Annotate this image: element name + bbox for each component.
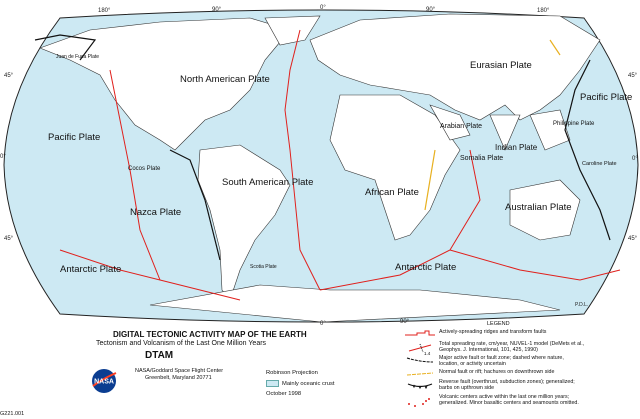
arabia: [429, 104, 471, 141]
map-subtitle: Tectonism and Volcanism of the Last One …: [96, 340, 267, 347]
legend-heading: LEGEND: [487, 321, 510, 327]
plate-label: Arabian Plate: [440, 123, 482, 130]
signature: P.D.L.: [575, 302, 588, 308]
acronym: DTAM: [145, 350, 174, 361]
legend-item: 1.4 Total spreading rate, cm/year, NUVEL…: [405, 341, 589, 356]
south-america: [197, 144, 291, 301]
continents: [39, 13, 601, 323]
ridges: [59, 29, 621, 301]
svg-text:90°: 90°: [212, 7, 222, 13]
plate-label: Australian Plate: [505, 202, 572, 213]
ocean-key: Mainly oceanic crust: [266, 380, 335, 387]
plate-label: Eurasian Plate: [470, 60, 532, 71]
plate-label: Nazca Plate: [130, 207, 181, 218]
legend-item: Reverse fault (overthrust, subduction zo…: [405, 379, 584, 391]
plate-label: Antarctic Plate: [395, 262, 456, 273]
ridge-icon: [405, 330, 435, 336]
address: Greenbelt, Maryland 20771: [145, 375, 212, 381]
figure-code: G221.001: [0, 411, 25, 417]
volcano-icon: [408, 398, 430, 407]
svg-text:90°: 90°: [400, 319, 410, 325]
svg-text:90°: 90°: [426, 7, 436, 13]
spreading-rate-icon: 1.4: [408, 343, 432, 356]
plate-label: Caroline Plate: [582, 161, 617, 167]
legend-item: Volcanic centers active within the last …: [405, 394, 599, 409]
organization: NASA/Goddard Space Flight Center: [135, 368, 224, 374]
greenland: [264, 15, 321, 46]
plate-label: Scotia Plate: [250, 264, 277, 270]
africa: [329, 94, 461, 241]
svg-text:0°: 0°: [632, 156, 638, 162]
plate-labels: Eurasian Plate North American Plate Paci…: [48, 54, 632, 275]
southeast-asia: [529, 109, 571, 151]
rift-icon: [406, 372, 434, 376]
plate-label: South American Plate: [222, 177, 313, 188]
rifts: [424, 39, 561, 211]
map-title: DIGITAL TECTONIC ACTIVITY MAP OF THE EAR…: [113, 330, 307, 339]
nasa-logo: NASA: [92, 369, 117, 393]
svg-text:45°: 45°: [628, 236, 638, 242]
svg-text:0°: 0°: [0, 154, 6, 160]
svg-text:45°: 45°: [4, 73, 14, 79]
projection: Robinson Projection: [266, 370, 318, 376]
india: [489, 114, 521, 151]
plate-label: Juan de Fuca Plate: [56, 54, 99, 60]
plate-label: North American Plate: [180, 74, 270, 85]
plate-label: Indian Plate: [495, 143, 538, 152]
legend-item: Major active fault or fault zone; dashed…: [405, 355, 579, 367]
svg-text:180°: 180°: [537, 8, 550, 14]
plate-label: Somalia Plate: [460, 155, 503, 162]
north-america: [39, 17, 291, 151]
plate-label: Pacific Plate: [48, 132, 100, 143]
plate-label: African Plate: [365, 187, 419, 198]
legend-item: Actively-spreading ridges and transform …: [405, 329, 546, 338]
plate-label: Antarctic Plate: [60, 264, 121, 275]
svg-text:0°: 0°: [320, 321, 326, 327]
svg-text:180°: 180°: [98, 8, 111, 14]
svg-text:1.4: 1.4: [424, 351, 431, 356]
antarctica: [149, 284, 561, 323]
europe-asia: [309, 13, 601, 121]
australia: [509, 179, 581, 241]
plate-label: Cocos Plate: [128, 166, 161, 172]
subduction-zones: [34, 34, 611, 261]
svg-text:45°: 45°: [4, 236, 14, 242]
reverse-fault-icon: [407, 383, 433, 390]
graticule-labels: 180° 90° 0° 90° 180° 45° 0° 45° 45° 0° 4…: [0, 5, 638, 327]
world-tectonic-map: Eurasian Plate North American Plate Paci…: [0, 5, 639, 327]
legend-item: Normal fault or rift; hachures on downth…: [405, 369, 554, 378]
svg-text:0°: 0°: [320, 5, 326, 11]
plate-label: Philippine Plate: [553, 121, 595, 127]
svg-text:45°: 45°: [628, 73, 638, 79]
date: October 1998: [266, 391, 302, 397]
fault-icon: [406, 357, 434, 363]
ocean-swatch: [266, 380, 279, 387]
svg-text:NASA: NASA: [94, 379, 114, 386]
plate-label: Pacific Plate: [580, 92, 632, 103]
